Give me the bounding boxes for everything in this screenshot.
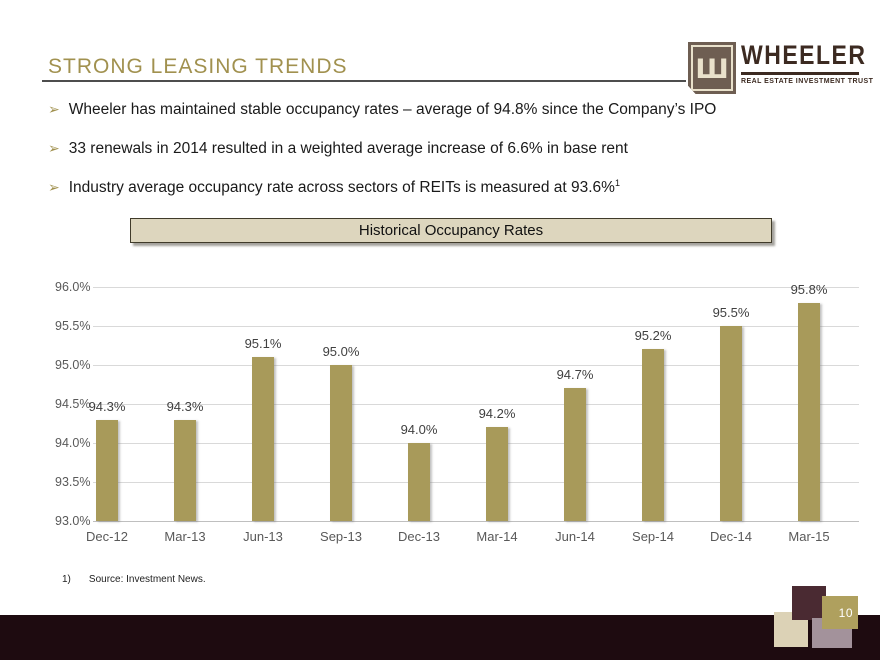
bullet-occupancy-average: ➢ Wheeler has maintained stable occupanc… — [48, 100, 848, 119]
bullet-text: Wheeler has maintained stable occupancy … — [68, 101, 717, 118]
gridline — [93, 482, 859, 483]
title-underline — [42, 80, 686, 82]
wheeler-logo-mark: Ш — [688, 42, 736, 94]
bar-value-label: 94.3% — [88, 398, 126, 414]
bar-Jun-14 — [564, 388, 586, 521]
bar-value-label: 95.1% — [244, 336, 282, 352]
bullet-text: 33 renewals in 2014 resulted in a weight… — [68, 140, 628, 157]
occupancy-chart: 96.0% 95.5% 95.0% 94.5% 94.0% 93.5% 93.0% 94.3… — [55, 280, 865, 565]
bar-Sep-13 — [330, 365, 352, 521]
y-axis-tick-label: 95.0% — [55, 358, 91, 372]
gridline — [93, 326, 859, 327]
bar-value-label: 94.2% — [478, 406, 516, 422]
bar-Dec-14 — [720, 326, 742, 521]
bullet-list: ➢ Wheeler has maintained stable occupanc… — [48, 100, 848, 217]
bar-value-label: 95.2% — [634, 328, 672, 344]
x-axis-tick-label: Mar-13 — [164, 529, 206, 544]
x-axis-tick-label: Sep-13 — [320, 529, 362, 544]
logo-company-name: WHEELER — [741, 39, 867, 70]
wheeler-w-icon: Ш — [695, 53, 729, 85]
x-axis-tick-label: Jun-13 — [243, 529, 283, 544]
x-axis-tick-label: Dec-13 — [398, 529, 440, 544]
gridline — [93, 287, 859, 288]
page-title: STRONG LEASING TRENDS — [48, 55, 348, 78]
gridline — [93, 443, 859, 444]
y-axis-tick-label: 93.5% — [55, 475, 91, 489]
bar-Mar-14 — [486, 427, 508, 521]
x-axis-tick-label: Mar-15 — [788, 529, 830, 544]
bar-value-label: 95.0% — [322, 344, 360, 359]
x-axis-tick-label: Dec-14 — [710, 529, 752, 544]
wheeler-logo-text: WHEELER REAL ESTATE INVESTMENT TRUST — [741, 39, 874, 85]
bullet-text: Industry average occupancy rate across s… — [68, 177, 620, 196]
bottom-band — [0, 615, 880, 660]
bar-value-label: 94.7% — [556, 367, 594, 383]
chart-plot: 94.3% Dec-12 94.3% Mar-13 95.1% Jun-13 95.0% Se… — [86, 282, 859, 544]
wheeler-logo-mark-frame: Ш — [691, 45, 733, 91]
arrow-bullet-icon: ➢ — [48, 101, 60, 117]
decoration-square-maroon — [792, 586, 826, 620]
x-axis-tick-label: Sep-14 — [632, 529, 674, 544]
chart-y-axis: 96.0% 95.5% 95.0% 94.5% 94.0% 93.5% 93.0% — [55, 280, 91, 528]
bar-Jun-13 — [252, 357, 274, 521]
footnote-reference: 1 — [614, 177, 620, 188]
footnote-index: 1) — [62, 574, 71, 585]
y-axis-tick-label: 94.0% — [55, 436, 91, 450]
bar-value-label: 95.5% — [712, 305, 750, 320]
footnote: 1) Source: Investment News. — [62, 574, 206, 585]
bar-Mar-15 — [798, 302, 820, 521]
chart-title: Historical Occupancy Rates — [130, 218, 772, 243]
y-axis-tick-label: 96.0% — [55, 280, 91, 294]
bar-Dec-13 — [408, 443, 430, 521]
arrow-bullet-icon: ➢ — [48, 179, 60, 195]
page-number: 10 — [838, 605, 853, 620]
x-axis-tick-label: Dec-12 — [86, 529, 128, 544]
logo-divider — [741, 72, 859, 75]
bar-Dec-12 — [96, 419, 118, 521]
bullet-renewals: ➢ 33 renewals in 2014 resulted in a weig… — [48, 139, 848, 158]
gridline — [93, 404, 859, 405]
x-axis-tick-label: Jun-14 — [555, 529, 595, 544]
y-axis-tick-label: 95.5% — [55, 319, 91, 333]
footnote-text: Source: Investment News. — [88, 574, 206, 585]
y-axis-tick-label: 94.5% — [55, 397, 91, 411]
logo-tagline: REAL ESTATE INVESTMENT TRUST — [741, 78, 874, 85]
x-axis-tick-label: Mar-14 — [476, 529, 518, 544]
arrow-bullet-icon: ➢ — [48, 140, 60, 156]
bar-value-label: 94.0% — [400, 422, 438, 437]
bar-value-label: 95.8% — [790, 281, 828, 297]
gridline — [93, 521, 859, 522]
page-number-square: 10 — [822, 596, 858, 629]
bar-value-label: 94.3% — [166, 398, 204, 414]
bar-Sep-14 — [642, 349, 664, 521]
y-axis-tick-label: 93.0% — [55, 514, 91, 528]
bar-Mar-13 — [174, 419, 196, 521]
gridline — [93, 365, 859, 366]
wheeler-logo: Ш WHEELER REAL ESTATE INVESTMENT TRUST — [688, 39, 874, 94]
bullet-industry-average: ➢ Industry average occupancy rate across… — [48, 178, 848, 197]
